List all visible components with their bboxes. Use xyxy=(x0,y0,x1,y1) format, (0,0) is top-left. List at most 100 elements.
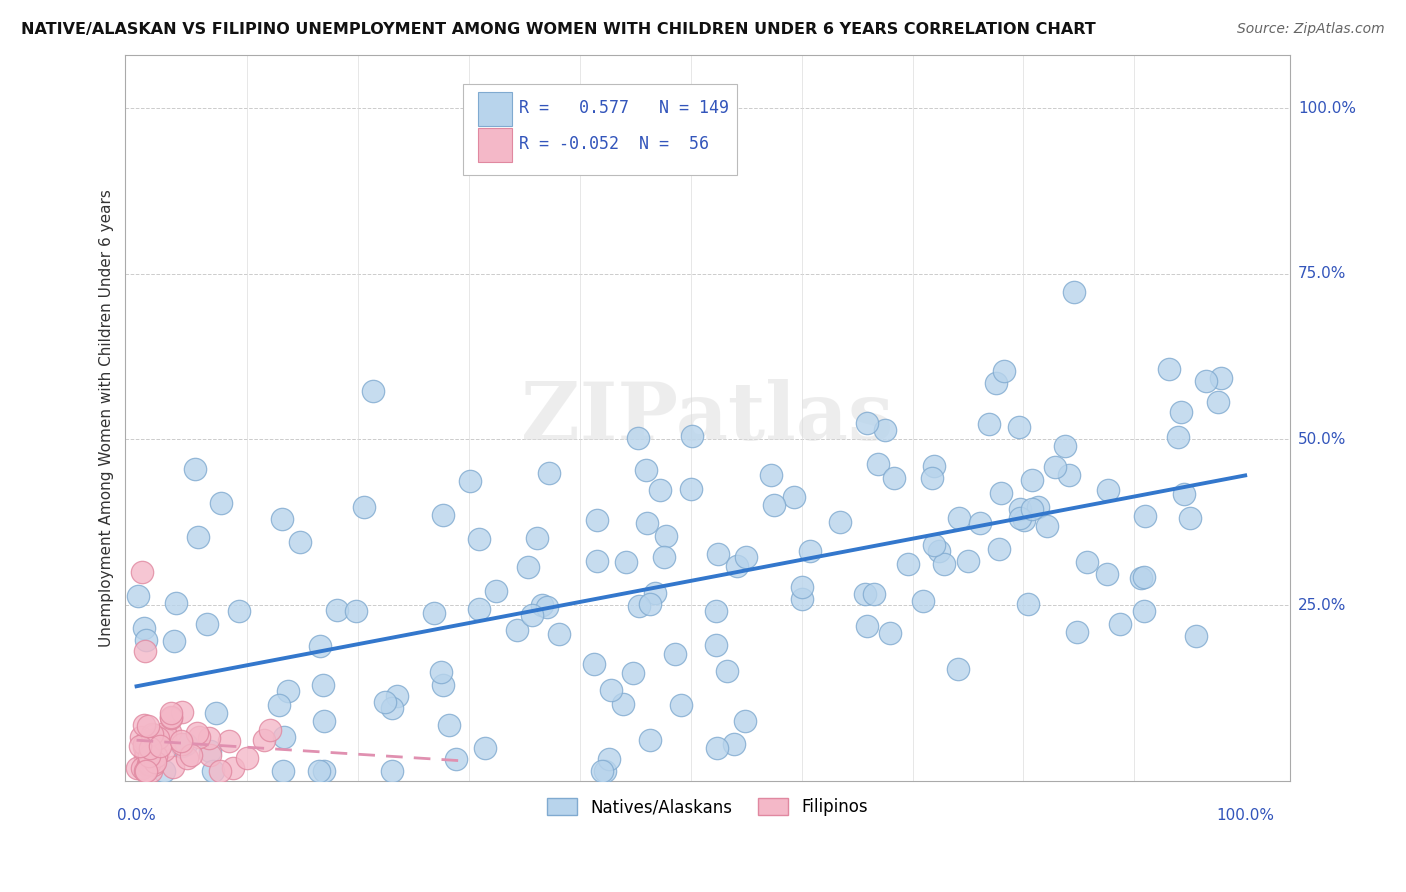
Point xyxy=(704,604,727,618)
Point xyxy=(361,384,384,398)
Point xyxy=(149,739,172,754)
Point xyxy=(669,698,692,713)
Point xyxy=(522,608,544,623)
Point xyxy=(387,689,409,703)
Point xyxy=(1109,617,1132,632)
Point xyxy=(180,748,202,763)
Point xyxy=(723,737,745,751)
Point xyxy=(977,417,1000,431)
Point xyxy=(308,764,330,778)
Point xyxy=(344,604,367,618)
Point xyxy=(634,463,657,477)
Point xyxy=(381,764,404,778)
Point xyxy=(209,496,232,510)
Point xyxy=(585,513,607,527)
Point xyxy=(879,625,901,640)
FancyBboxPatch shape xyxy=(478,92,512,126)
Point xyxy=(134,764,156,778)
Point xyxy=(134,621,156,635)
Point xyxy=(174,737,197,751)
Point xyxy=(598,752,620,766)
Point xyxy=(1026,500,1049,514)
Point xyxy=(135,764,157,778)
Text: R = -0.052  N =  56: R = -0.052 N = 56 xyxy=(519,136,709,153)
Point xyxy=(474,741,496,756)
Point xyxy=(650,483,672,497)
Point xyxy=(664,647,686,661)
Point xyxy=(621,666,644,681)
Point xyxy=(1133,604,1156,618)
Point xyxy=(599,683,621,698)
Point xyxy=(128,739,150,754)
Point xyxy=(273,730,295,744)
Point xyxy=(188,730,211,744)
Point xyxy=(148,731,170,746)
Point xyxy=(138,748,160,763)
Point xyxy=(922,538,945,552)
Point xyxy=(222,761,245,775)
Point xyxy=(782,490,804,504)
Point xyxy=(143,743,166,757)
Point xyxy=(125,761,148,775)
Point xyxy=(612,697,634,711)
Point xyxy=(187,530,209,544)
Point xyxy=(141,727,163,741)
Point xyxy=(1012,513,1035,527)
Point xyxy=(153,731,176,746)
Point xyxy=(1059,468,1081,483)
Point xyxy=(253,733,276,747)
Point xyxy=(138,735,160,749)
Point xyxy=(153,764,176,778)
Point xyxy=(706,740,728,755)
Point xyxy=(312,714,335,729)
Point xyxy=(172,705,194,719)
Point xyxy=(153,742,176,756)
Point xyxy=(267,698,290,712)
Point xyxy=(1008,502,1031,516)
Point xyxy=(1185,629,1208,643)
Point xyxy=(141,733,163,747)
Point xyxy=(468,602,491,616)
Point xyxy=(458,475,481,489)
Point xyxy=(1195,374,1218,388)
Point xyxy=(1043,459,1066,474)
Point xyxy=(897,558,920,572)
Point xyxy=(506,623,529,637)
Point xyxy=(1076,555,1098,569)
Point xyxy=(135,734,157,748)
Point xyxy=(969,516,991,530)
Point xyxy=(432,678,454,692)
Point xyxy=(129,730,152,744)
Point xyxy=(437,717,460,731)
Legend: Natives/Alaskans, Filipinos: Natives/Alaskans, Filipinos xyxy=(541,792,875,823)
Point xyxy=(165,597,187,611)
Point xyxy=(921,470,943,484)
Point xyxy=(228,604,250,618)
Point xyxy=(928,544,950,558)
Point xyxy=(273,764,295,778)
Point xyxy=(271,512,294,526)
Point xyxy=(127,590,149,604)
Point xyxy=(862,587,884,601)
Point xyxy=(593,764,616,778)
Point xyxy=(131,761,153,775)
Point xyxy=(868,457,890,471)
Point xyxy=(993,364,1015,378)
Point xyxy=(138,740,160,755)
Point xyxy=(134,757,156,772)
Point xyxy=(162,760,184,774)
Point xyxy=(1021,473,1043,487)
Point xyxy=(652,549,675,564)
Point xyxy=(170,739,193,753)
Point xyxy=(1209,371,1232,385)
Point xyxy=(139,764,162,778)
Point xyxy=(142,728,165,742)
FancyBboxPatch shape xyxy=(463,84,737,175)
Point xyxy=(146,744,169,758)
Point xyxy=(627,599,650,613)
Point xyxy=(1063,285,1085,300)
Point xyxy=(314,764,336,778)
Point xyxy=(790,580,813,594)
Point xyxy=(172,738,194,752)
Point xyxy=(134,746,156,760)
